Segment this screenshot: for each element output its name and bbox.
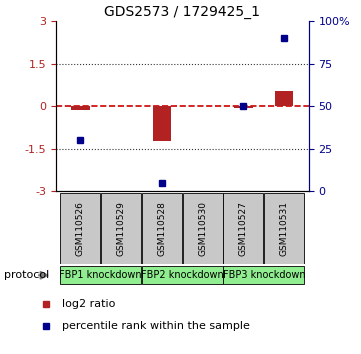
Bar	[71, 106, 90, 110]
Text: GSM110526: GSM110526	[76, 201, 85, 256]
Bar	[223, 193, 264, 264]
Bar	[183, 193, 223, 264]
Bar	[60, 267, 141, 284]
Text: GSM110528: GSM110528	[157, 201, 166, 256]
Text: FBP3 knockdown: FBP3 knockdown	[222, 270, 305, 280]
Bar	[234, 106, 253, 108]
Text: GSM110530: GSM110530	[198, 201, 207, 256]
Text: GSM110529: GSM110529	[117, 201, 126, 256]
Bar	[264, 193, 304, 264]
Text: log2 ratio: log2 ratio	[62, 299, 116, 309]
Bar	[142, 267, 223, 284]
Bar	[275, 91, 293, 106]
Bar	[101, 193, 141, 264]
Text: FBP1 knockdown: FBP1 knockdown	[60, 270, 142, 280]
Title: GDS2573 / 1729425_1: GDS2573 / 1729425_1	[104, 5, 260, 19]
Text: GSM110531: GSM110531	[280, 201, 289, 256]
Bar	[153, 106, 171, 141]
Text: FBP2 knockdown: FBP2 knockdown	[141, 270, 224, 280]
Text: protocol: protocol	[4, 270, 49, 280]
Bar	[60, 193, 100, 264]
Bar	[223, 267, 304, 284]
Bar	[142, 193, 182, 264]
Text: GSM110527: GSM110527	[239, 201, 248, 256]
Text: percentile rank within the sample: percentile rank within the sample	[62, 321, 250, 331]
